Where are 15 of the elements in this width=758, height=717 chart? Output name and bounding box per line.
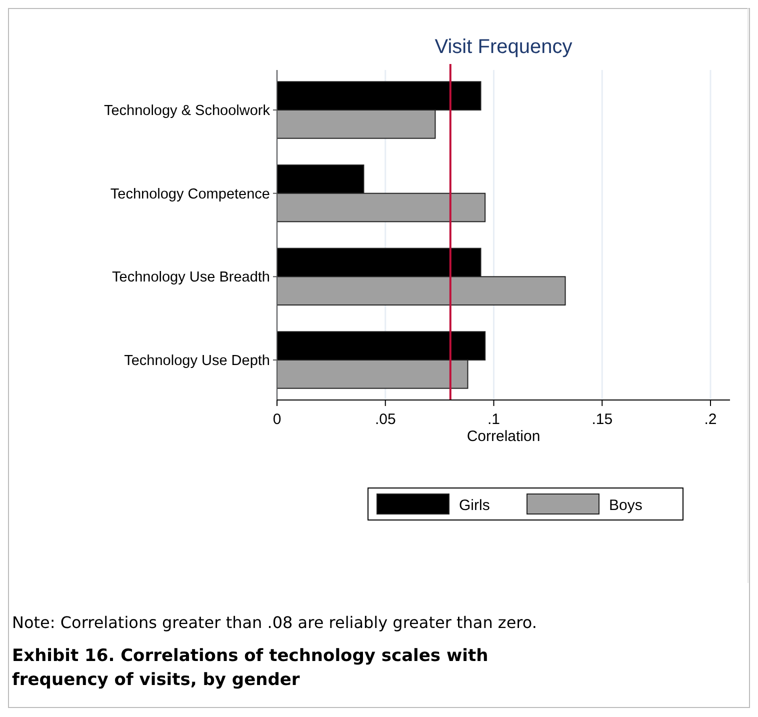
chart-title: Visit Frequency — [434, 36, 572, 58]
y-tick-label: Technology Use Depth — [124, 353, 270, 369]
text: Note: Correlations greater than .08 are reliably greater than zero. — [12, 613, 537, 632]
legend-label: Boys — [609, 497, 642, 514]
y-tick-label: Technology Competence — [110, 186, 270, 202]
x-tick-label: .05 — [374, 411, 396, 428]
y-tick-label: Technology & Schoolwork — [104, 103, 271, 119]
legend-label: Girls — [459, 497, 490, 514]
text: Exhibit 16. Correlations of technology scales with frequency of visits, by gender — [12, 646, 488, 690]
x-tick-label: .15 — [592, 411, 613, 428]
x-axis-title: Correlation — [466, 428, 540, 445]
x-tick-label: .2 — [704, 411, 717, 428]
x-tick-label: 0 — [272, 411, 282, 428]
y-tick-label: Technology Use Breadth — [112, 270, 270, 286]
x-tick-label: .1 — [487, 411, 500, 428]
